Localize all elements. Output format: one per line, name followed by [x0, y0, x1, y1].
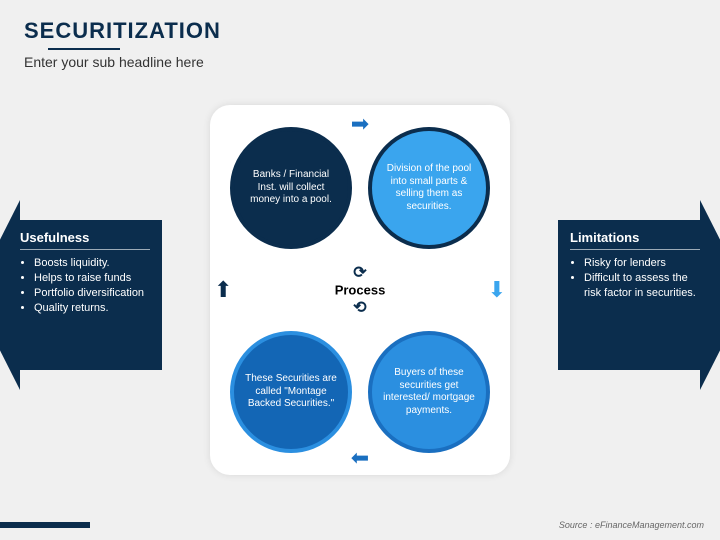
process-circle-1: Banks / Financial Inst. will collect mon…	[230, 127, 352, 249]
page-title: SECURITIZATION	[24, 18, 696, 44]
title-underline	[48, 48, 120, 50]
process-circle-2: Division of the pool into small parts & …	[368, 127, 490, 249]
list-item: Boosts liquidity.	[34, 256, 150, 271]
footer-accent	[0, 522, 90, 528]
limitations-list: Risky for lenders Difficult to assess th…	[570, 256, 700, 301]
page-subtitle: Enter your sub headline here	[24, 54, 696, 70]
usefulness-panel: Usefulness Boosts liquidity. Helps to ra…	[0, 200, 162, 390]
process-circle-4: These Securities are called "Montage Bac…	[230, 331, 352, 453]
source-text: Source : eFinanceManagement.com	[559, 520, 704, 530]
process-circle-3: Buyers of these securities get intereste…	[368, 331, 490, 453]
usefulness-title: Usefulness	[20, 230, 150, 250]
list-item: Difficult to assess the risk factor in s…	[584, 271, 700, 301]
process-label: ⟳ Process ⟳	[335, 263, 386, 318]
limitations-title: Limitations	[570, 230, 700, 250]
list-item: Portfolio diversification	[34, 286, 150, 301]
arrow-down-icon: ⬇	[488, 277, 506, 303]
diagram-stage: Usefulness Boosts liquidity. Helps to ra…	[0, 95, 720, 510]
process-box: Banks / Financial Inst. will collect mon…	[210, 105, 510, 475]
list-item: Risky for lenders	[584, 256, 700, 271]
limitations-panel: Limitations Risky for lenders Difficult …	[558, 200, 720, 390]
cycle-arrow-icon: ⟳	[335, 263, 386, 283]
usefulness-list: Boosts liquidity. Helps to raise funds P…	[20, 256, 150, 315]
list-item: Helps to raise funds	[34, 271, 150, 286]
arrow-left-icon: ⬅	[351, 445, 369, 471]
arrow-right-icon: ➡	[351, 111, 369, 137]
list-item: Quality returns.	[34, 301, 150, 316]
cycle-arrow-icon: ⟳	[335, 298, 386, 318]
arrow-up-icon: ⬆	[214, 277, 232, 303]
